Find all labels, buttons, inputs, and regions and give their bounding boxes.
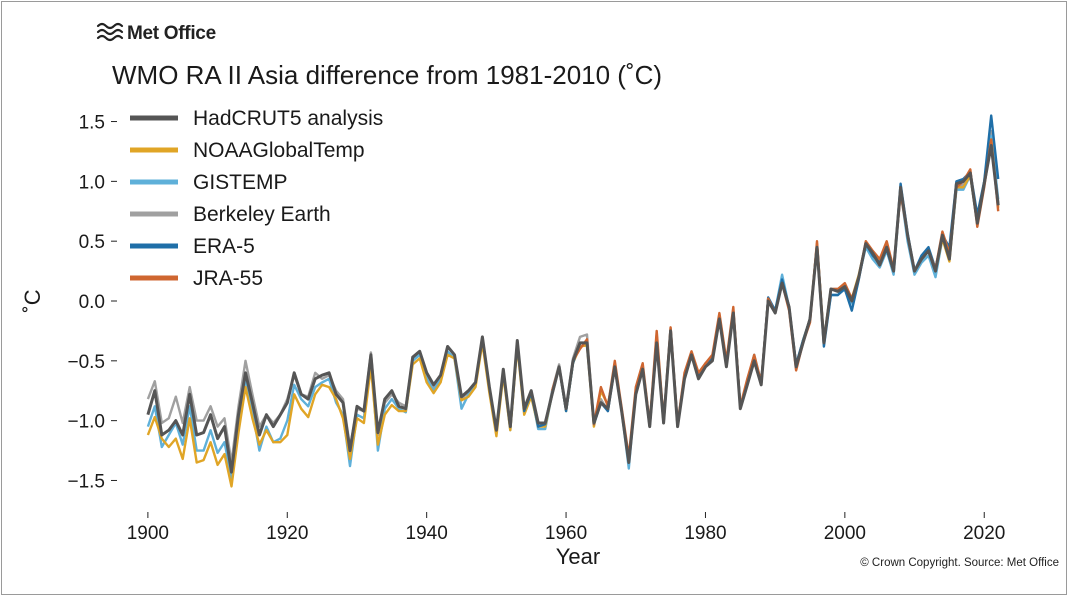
x-axis: 1900 1920 1940 1960 1980 2000 2020	[127, 512, 1005, 544]
plot-area	[146, 114, 1000, 488]
x-tick-label: 1980	[684, 523, 726, 544]
x-tick-label: 1960	[545, 523, 587, 544]
y-axis: 1.5 1.0 0.5 0.0 −0.5 −1.0 −1.5	[67, 113, 117, 492]
x-tick-label: 2000	[824, 523, 866, 544]
legend-label: NOAAGlobalTemp	[193, 139, 365, 162]
x-tick-label: 1940	[406, 523, 448, 544]
y-tick-label: −1.5	[67, 471, 105, 492]
legend-label: JRA-55	[193, 267, 263, 290]
series-line-jra-55	[550, 138, 1000, 458]
y-tick-label: 1.0	[79, 172, 105, 193]
y-tick-label: 1.5	[79, 113, 105, 134]
legend-label: ERA-5	[193, 235, 255, 258]
x-axis-label: Year	[556, 544, 600, 569]
legend-label: Berkeley Earth	[193, 203, 331, 226]
x-tick-label: 2020	[963, 523, 1005, 544]
legend: HadCRUT5 analysis NOAAGlobalTemp GISTEMP Be…	[130, 107, 383, 290]
met-office-wave-icon	[96, 22, 124, 42]
y-tick-label: 0.5	[79, 232, 105, 253]
y-tick-label: −1.0	[67, 412, 105, 433]
series-line-hadcrut5-analysis	[146, 144, 1000, 474]
met-office-logo: Met Office	[96, 22, 216, 44]
y-axis-label: ˚C	[20, 289, 45, 312]
legend-label: GISTEMP	[193, 171, 288, 194]
chart-title: WMO RA II Asia difference from 1981-2010…	[112, 60, 662, 90]
x-tick-label: 1920	[266, 523, 308, 544]
copyright-credit: © Crown Copyright. Source: Met Office	[860, 557, 1059, 569]
x-tick-label: 1900	[127, 523, 169, 544]
legend-label: HadCRUT5 analysis	[193, 107, 383, 130]
y-tick-label: −0.5	[67, 352, 105, 373]
brand-name: Met Office	[127, 23, 216, 44]
y-tick-label: 0.0	[79, 292, 105, 313]
series-line-era-5	[495, 114, 1000, 464]
